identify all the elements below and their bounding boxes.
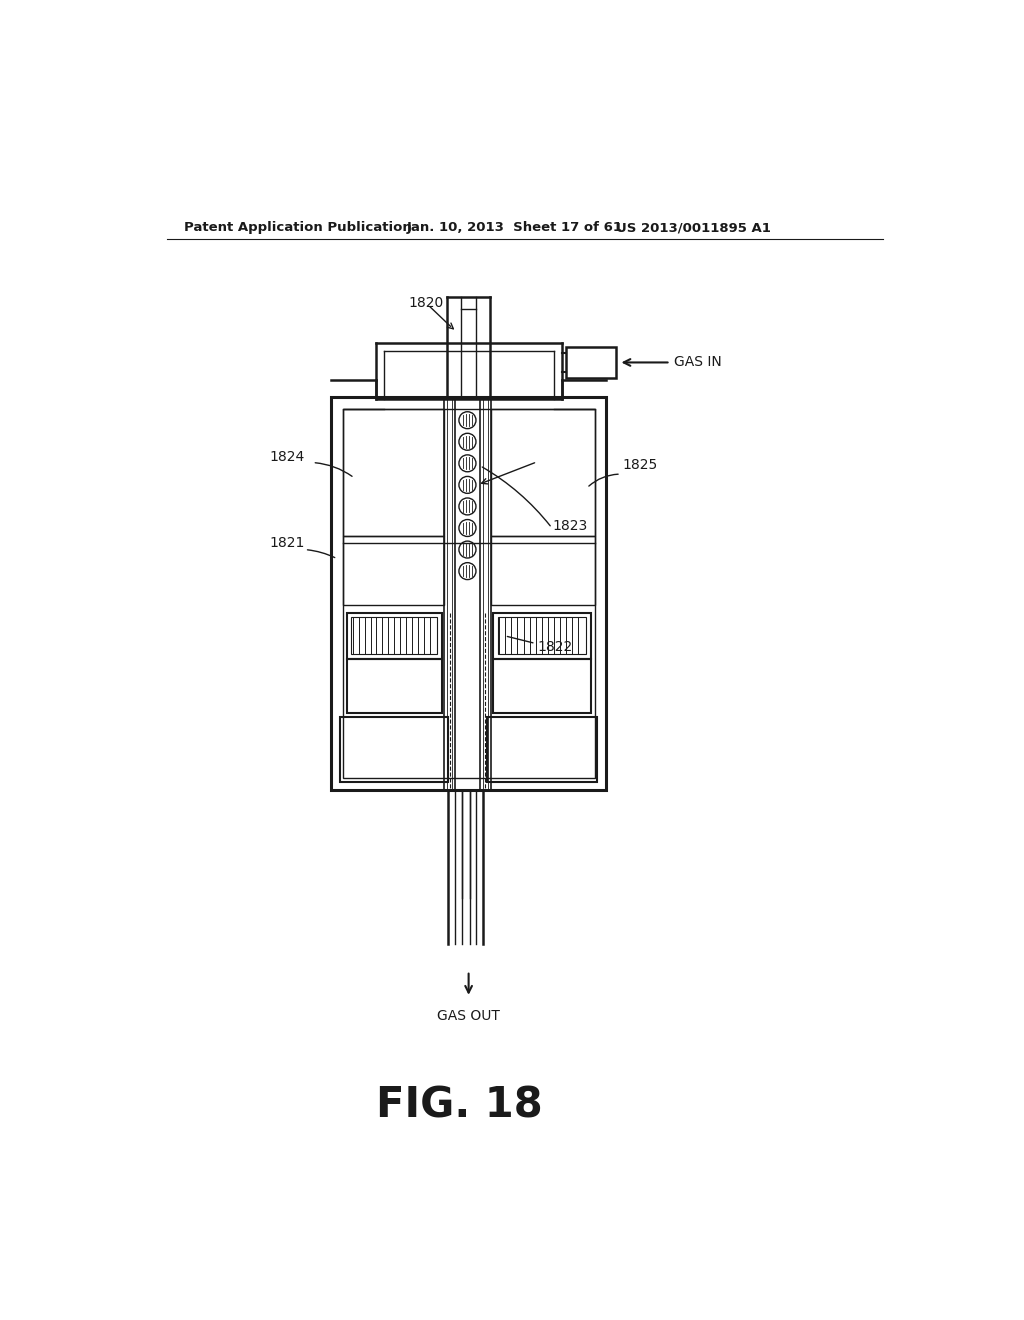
Text: 1820: 1820 <box>409 296 443 310</box>
Bar <box>331 397 606 789</box>
Bar <box>493 659 591 713</box>
Bar <box>346 659 442 713</box>
Text: US 2013/0011895 A1: US 2013/0011895 A1 <box>616 222 771 234</box>
Bar <box>351 618 437 655</box>
Bar <box>343 536 444 605</box>
Bar <box>346 612 442 659</box>
Bar <box>493 612 591 659</box>
Text: GAS OUT: GAS OUT <box>437 1010 500 1023</box>
Bar <box>343 409 595 779</box>
Text: 1824: 1824 <box>269 450 304 465</box>
Bar <box>566 347 616 378</box>
Text: 1822: 1822 <box>538 640 572 655</box>
Text: Jan. 10, 2013  Sheet 17 of 61: Jan. 10, 2013 Sheet 17 of 61 <box>407 222 623 234</box>
Text: 1823: 1823 <box>553 520 588 533</box>
Bar <box>343 409 444 536</box>
Bar <box>498 618 586 655</box>
Text: GAS IN: GAS IN <box>675 355 722 370</box>
Text: Patent Application Publication: Patent Application Publication <box>183 222 412 234</box>
Text: 1825: 1825 <box>623 458 657 471</box>
Bar <box>490 409 595 536</box>
Bar <box>486 717 597 781</box>
Text: FIG. 18: FIG. 18 <box>377 1085 543 1126</box>
Bar <box>340 717 449 781</box>
Text: 1821: 1821 <box>269 536 304 550</box>
Bar <box>490 536 595 605</box>
